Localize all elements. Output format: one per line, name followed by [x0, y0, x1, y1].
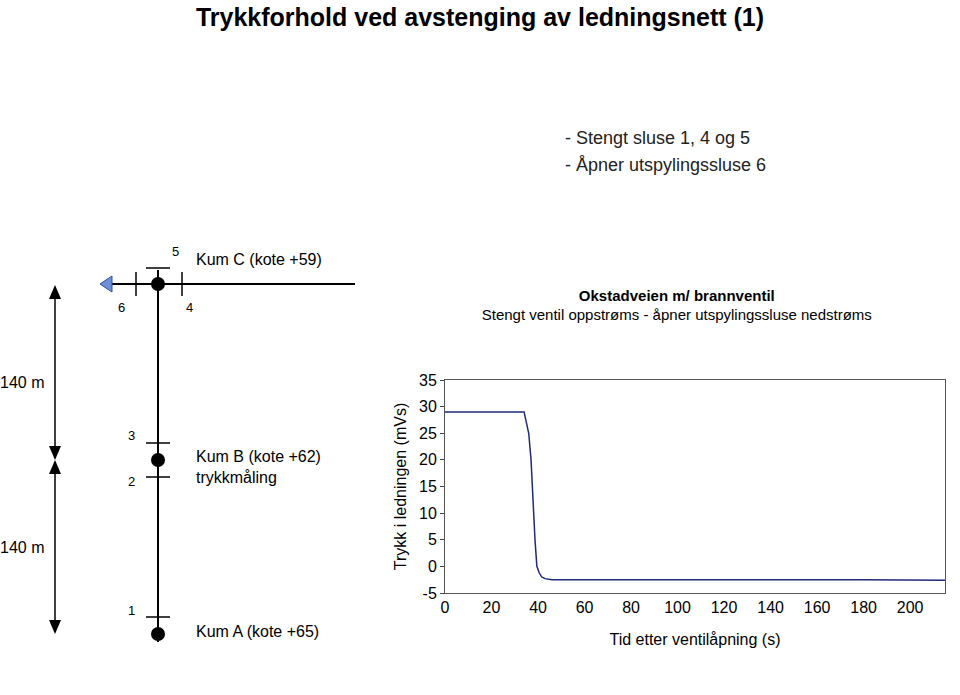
svg-text:25: 25 — [419, 425, 437, 442]
svg-text:0: 0 — [428, 558, 437, 575]
svg-text:160: 160 — [804, 599, 831, 616]
svg-text:6: 6 — [118, 300, 125, 315]
svg-text:200: 200 — [897, 599, 924, 616]
svg-text:3: 3 — [128, 428, 135, 443]
svg-text:180: 180 — [850, 599, 877, 616]
svg-text:5: 5 — [172, 244, 179, 259]
svg-text:0: 0 — [441, 599, 450, 616]
svg-text:2: 2 — [128, 474, 135, 489]
svg-text:Kum B (kote +62): Kum B (kote +62) — [196, 448, 321, 465]
svg-text:4: 4 — [186, 300, 193, 315]
svg-text:120: 120 — [711, 599, 738, 616]
svg-text:Kum C (kote +59): Kum C (kote +59) — [196, 251, 322, 268]
svg-text:100: 100 — [664, 599, 691, 616]
svg-text:Kum A (kote +65): Kum A (kote +65) — [196, 623, 319, 640]
html-text:- Åpner utspylingssluse 6: - Åpner utspylingssluse 6 — [565, 155, 767, 175]
svg-text:10: 10 — [419, 505, 437, 522]
svg-text:15: 15 — [419, 478, 437, 495]
svg-text:1: 1 — [128, 603, 135, 618]
svg-text:Trykk i ledningen (mVs): Trykk i ledningen (mVs) — [392, 403, 409, 570]
svg-text:35: 35 — [419, 372, 437, 389]
svg-text:20: 20 — [419, 451, 437, 468]
svg-text:trykkmåling: trykkmåling — [196, 469, 277, 486]
svg-text:5: 5 — [428, 531, 437, 548]
svg-text:140 m: 140 m — [0, 374, 44, 391]
svg-text:80: 80 — [622, 599, 640, 616]
svg-text:-5: -5 — [423, 585, 437, 602]
svg-text:140: 140 — [757, 599, 784, 616]
svg-text:30: 30 — [419, 398, 437, 415]
svg-text:Tid etter ventilåpning (s): Tid etter ventilåpning (s) — [609, 631, 780, 648]
html-text:- Stengt sluse 1, 4 og 5: - Stengt sluse 1, 4 og 5 — [565, 128, 751, 148]
svg-text:Okstadveien m/ brannventilSten: Okstadveien m/ brannventilStengt ventil … — [482, 287, 872, 324]
html-text:Trykkforhold ved avstenging av: Trykkforhold ved avstenging av ledningsn… — [195, 3, 765, 31]
svg-text:140 m: 140 m — [0, 539, 44, 556]
svg-text:60: 60 — [576, 599, 594, 616]
svg-text:20: 20 — [483, 599, 501, 616]
svg-text:40: 40 — [529, 599, 547, 616]
